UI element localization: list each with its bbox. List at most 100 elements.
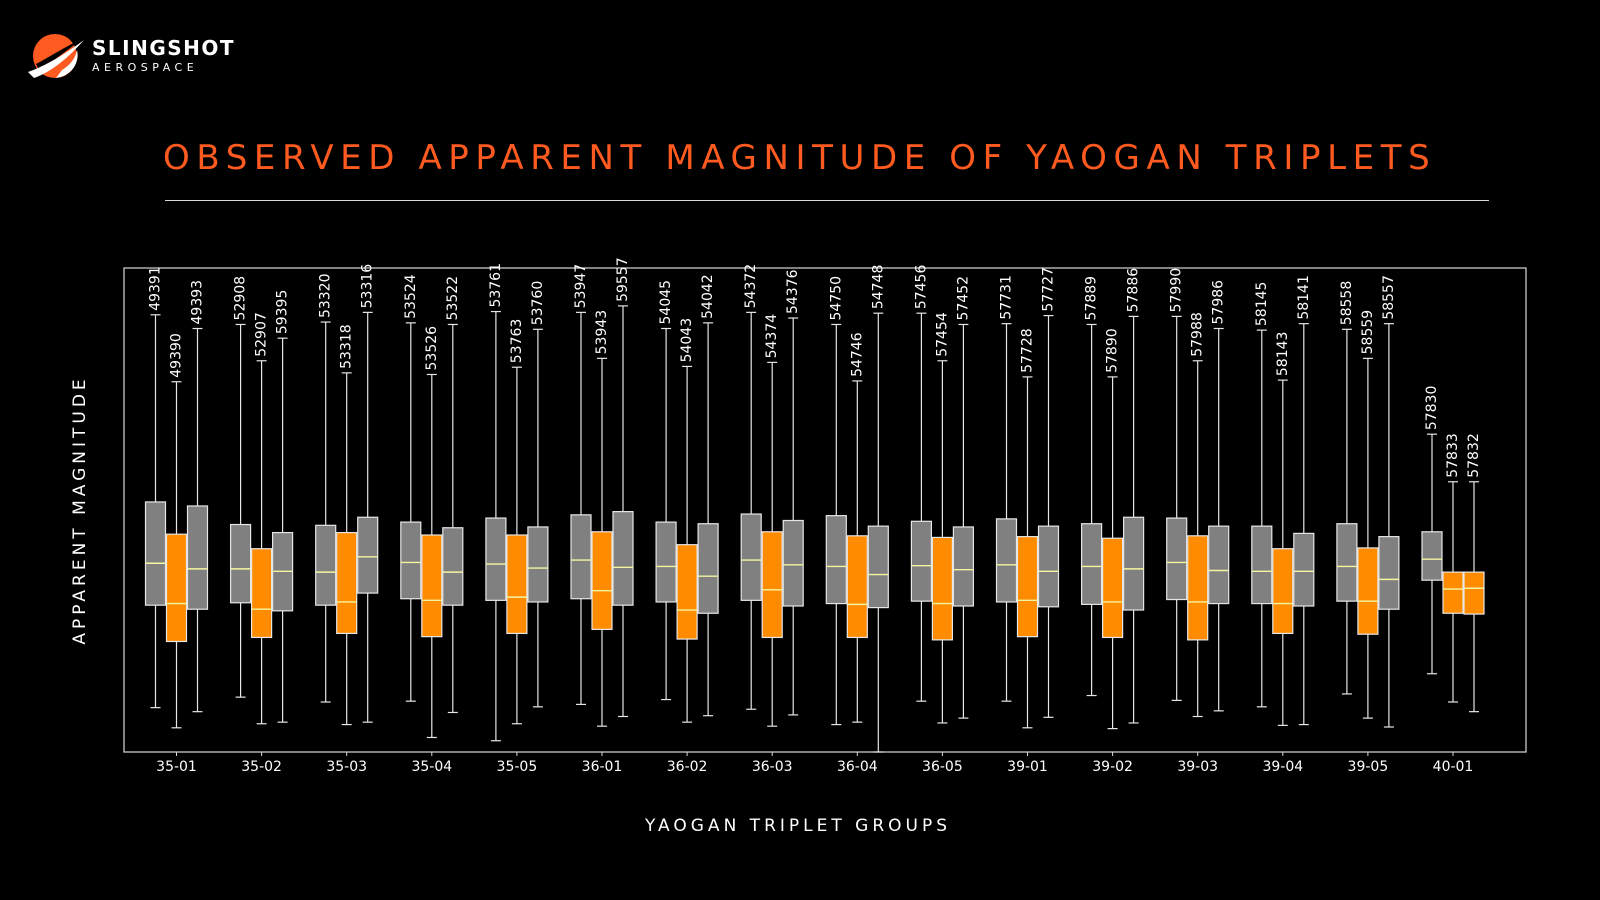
box-53763: 53763	[506, 319, 528, 725]
box-iqr	[186, 505, 209, 610]
box-id-label: 57886	[1126, 268, 1142, 313]
box-iqr	[1357, 547, 1379, 635]
box-53524: 53524	[400, 274, 422, 702]
box-id-label: 57986	[1211, 280, 1227, 325]
x-tick-label: 39-02	[1092, 759, 1133, 775]
box-iqr	[995, 518, 1018, 603]
box-id-label: 53760	[530, 281, 546, 326]
slingshot-swoosh-icon	[28, 34, 84, 78]
box-id-label: 59557	[615, 257, 631, 302]
logo-wordmark: SLINGSHOT	[92, 36, 236, 60]
box-iqr	[527, 526, 549, 603]
box-iqr	[761, 531, 783, 639]
box-58558: 58558	[1336, 281, 1358, 695]
box-iqr	[867, 525, 889, 609]
box-id-label: 57832	[1466, 433, 1482, 478]
box-54376: 54376	[782, 269, 804, 716]
box-id-label: 57889	[1084, 276, 1100, 321]
box-57452: 57452	[952, 276, 975, 719]
box-id-label: 59395	[275, 290, 291, 335]
box-53522: 53522	[442, 276, 464, 714]
box-iqr	[1208, 525, 1230, 605]
x-tick-label: 40-01	[1433, 759, 1474, 775]
x-tick-label: 35-05	[497, 759, 538, 775]
x-tick-labels: 35-01 35-02 35-03 35-04 35-05 36-01 36-02 36-03…	[156, 752, 1473, 775]
box-group-39-02: 57889 57890 57886	[1080, 268, 1145, 730]
box-54374: 54374	[761, 314, 783, 727]
box-57886: 57886	[1122, 268, 1145, 724]
x-tick-label: 36-02	[667, 759, 708, 775]
box-iqr	[1101, 537, 1124, 639]
box-49390: 49390	[165, 333, 188, 729]
x-tick-label: 35-01	[156, 759, 197, 775]
box-59395: 59395	[272, 290, 294, 723]
box-iqr	[570, 514, 592, 600]
company-logo: SLINGSHOT AEROSPACE	[26, 28, 266, 84]
box-iqr	[612, 511, 634, 606]
box-58141: 58141	[1293, 275, 1315, 726]
box-53760: 53760	[527, 281, 549, 708]
box-group-35-02: 52908 52907 59395	[230, 276, 294, 725]
box-id-label: 57731	[999, 275, 1015, 320]
box-iqr	[144, 501, 167, 606]
box-iqr	[1463, 571, 1485, 615]
boxplot-series: 49391 49390 49393 52908 52907 59395 53320 53318…	[144, 257, 1485, 753]
box-group-36-02: 54045 54043 54042	[655, 274, 719, 723]
box-57990: 57990	[1166, 268, 1188, 701]
box-id-label: 53943	[594, 310, 610, 355]
box-iqr	[825, 515, 847, 605]
box-id-label: 54372	[743, 264, 759, 309]
box-57833: 57833	[1442, 433, 1464, 703]
y-axis-label: APPARENT MAGNITUDE	[70, 375, 90, 644]
box-group-39-05: 58558 58559 58557	[1336, 275, 1400, 728]
box-id-label: 49391	[148, 266, 164, 311]
box-iqr	[697, 523, 719, 614]
box-57454: 57454	[931, 312, 954, 724]
box-group-40-01: 57830 57833 57832	[1421, 386, 1485, 713]
box-id-label: 57452	[955, 276, 971, 321]
box-57731: 57731	[995, 275, 1018, 702]
box-group-35-01: 49391 49390 49393	[144, 266, 209, 729]
x-tick-label: 39-03	[1177, 759, 1218, 775]
x-tick-label: 39-04	[1262, 759, 1303, 775]
box-53318: 53318	[336, 324, 358, 726]
box-id-label: 54045	[658, 280, 674, 325]
box-id-label: 57727	[1041, 267, 1057, 312]
x-tick-label: 36-04	[837, 759, 878, 775]
box-id-label: 53524	[403, 274, 419, 319]
box-iqr	[165, 533, 188, 643]
box-group-36-01: 53947 53943 59557	[570, 257, 634, 727]
box-id-label: 53947	[573, 264, 589, 309]
box-57889: 57889	[1080, 276, 1103, 697]
box-53943: 53943	[591, 310, 613, 727]
box-group-39-01: 57731 57728 57727	[995, 267, 1060, 729]
box-id-label: 57833	[1445, 433, 1461, 478]
box-53320: 53320	[315, 273, 337, 703]
box-57832: 57832	[1463, 433, 1485, 713]
box-iqr	[676, 544, 698, 640]
box-id-label: 57830	[1424, 386, 1440, 431]
box-53947: 53947	[570, 264, 592, 706]
box-iqr	[357, 516, 379, 594]
box-id-label: 58557	[1381, 275, 1397, 320]
box-52908: 52908	[230, 276, 252, 698]
box-53316: 53316	[357, 264, 379, 723]
x-tick-label: 35-02	[241, 759, 282, 775]
x-tick-label: 36-03	[752, 759, 793, 775]
box-iqr	[251, 548, 273, 639]
box-id-label: 58143	[1275, 332, 1291, 377]
box-id-label: 57728	[1020, 328, 1036, 373]
box-49393: 49393	[186, 280, 209, 713]
box-id-label: 53526	[424, 326, 440, 371]
box-id-label: 49390	[169, 333, 185, 378]
box-id-label: 49393	[190, 280, 206, 325]
box-id-label: 57988	[1190, 312, 1206, 357]
box-id-label: 58141	[1296, 275, 1312, 320]
box-group-39-03: 57990 57988 57986	[1166, 268, 1230, 718]
box-group-36-04: 54750 54746 54748	[825, 265, 889, 753]
box-52907: 52907	[251, 312, 273, 725]
x-tick-label: 36-01	[582, 759, 623, 775]
box-54746: 54746	[846, 332, 868, 723]
box-iqr	[1187, 535, 1209, 641]
